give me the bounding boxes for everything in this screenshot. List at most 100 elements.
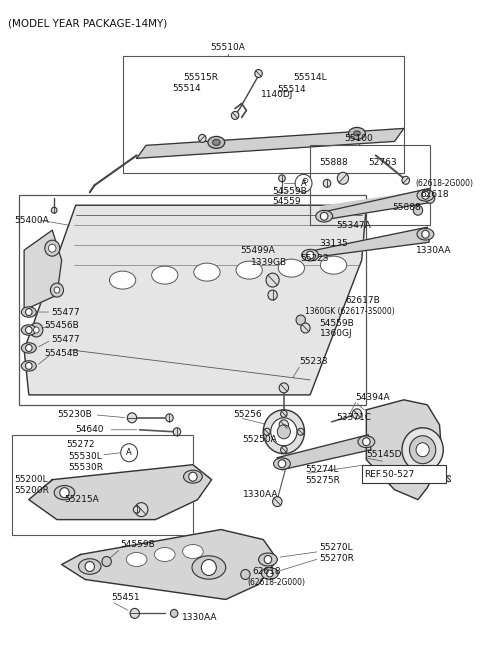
Text: 1360GK (62617-3S000): 1360GK (62617-3S000) [305, 306, 395, 316]
Text: 55454B: 55454B [44, 350, 78, 358]
Polygon shape [24, 205, 366, 395]
Ellipse shape [354, 131, 360, 136]
Text: 62617B: 62617B [346, 296, 381, 304]
Text: (62618-2G000): (62618-2G000) [415, 179, 473, 188]
Circle shape [50, 283, 63, 297]
Circle shape [301, 323, 310, 333]
Ellipse shape [358, 436, 375, 447]
Ellipse shape [278, 259, 304, 277]
Text: 1330AA: 1330AA [181, 613, 217, 622]
Text: 55275R: 55275R [305, 476, 340, 485]
Text: 55477: 55477 [51, 335, 80, 344]
Circle shape [337, 173, 348, 184]
Circle shape [127, 413, 137, 423]
Circle shape [25, 308, 32, 316]
Circle shape [298, 428, 304, 436]
Text: 1330AA: 1330AA [242, 490, 278, 499]
Text: A: A [126, 448, 132, 457]
Circle shape [281, 446, 287, 453]
Circle shape [273, 497, 282, 506]
Text: (MODEL YEAR PACKAGE-14MY): (MODEL YEAR PACKAGE-14MY) [8, 18, 168, 29]
Text: 55477: 55477 [51, 308, 80, 317]
Ellipse shape [348, 127, 365, 140]
Ellipse shape [192, 556, 226, 579]
Circle shape [425, 194, 435, 203]
Circle shape [295, 174, 312, 192]
Circle shape [362, 438, 370, 445]
Text: 55510A: 55510A [210, 43, 245, 52]
Circle shape [266, 273, 279, 287]
Text: 54559: 54559 [273, 197, 301, 206]
Circle shape [422, 192, 429, 199]
Polygon shape [61, 529, 277, 600]
Circle shape [279, 383, 288, 393]
Circle shape [170, 609, 178, 617]
Text: 55223: 55223 [301, 254, 329, 262]
Text: 55250A: 55250A [242, 436, 277, 444]
Circle shape [306, 251, 314, 259]
Text: 55100: 55100 [345, 134, 373, 143]
Text: 54640: 54640 [76, 425, 104, 434]
Text: 1339GB: 1339GB [251, 258, 287, 266]
Bar [12, 435, 193, 535]
Circle shape [409, 436, 436, 464]
Ellipse shape [21, 343, 36, 353]
Ellipse shape [213, 140, 220, 146]
Circle shape [279, 175, 285, 182]
Text: 55200R: 55200R [14, 486, 48, 495]
Text: 54559B: 54559B [320, 319, 354, 327]
Ellipse shape [54, 485, 75, 500]
Ellipse shape [21, 307, 36, 318]
Text: 55274L: 55274L [305, 465, 339, 474]
Circle shape [189, 472, 197, 481]
Circle shape [255, 70, 262, 77]
Text: 55451: 55451 [111, 593, 140, 602]
Circle shape [231, 112, 239, 119]
Text: 55888: 55888 [320, 158, 348, 167]
Text: 1330AA: 1330AA [416, 245, 452, 255]
Text: 54559B: 54559B [120, 540, 156, 549]
Polygon shape [24, 230, 61, 310]
Circle shape [268, 290, 277, 300]
Text: 55499A: 55499A [240, 245, 275, 255]
Circle shape [323, 179, 331, 188]
Circle shape [60, 487, 69, 498]
Ellipse shape [183, 470, 202, 483]
Ellipse shape [259, 553, 277, 566]
Circle shape [279, 420, 288, 430]
Circle shape [402, 428, 443, 472]
Circle shape [296, 315, 305, 325]
Ellipse shape [21, 325, 36, 335]
Polygon shape [137, 129, 404, 158]
Ellipse shape [109, 271, 136, 289]
Circle shape [422, 230, 429, 238]
Circle shape [25, 362, 32, 369]
Circle shape [402, 176, 409, 184]
Polygon shape [366, 400, 442, 500]
Ellipse shape [152, 266, 178, 284]
Circle shape [266, 570, 273, 577]
Text: 55200L: 55200L [14, 475, 48, 484]
Text: 52763: 52763 [368, 158, 397, 167]
Ellipse shape [182, 544, 203, 558]
Text: 33135: 33135 [320, 239, 348, 248]
Polygon shape [318, 188, 432, 220]
Circle shape [241, 569, 250, 579]
Ellipse shape [316, 211, 333, 222]
Ellipse shape [208, 136, 225, 148]
Text: 55233: 55233 [299, 358, 327, 367]
Text: 55270L: 55270L [320, 543, 353, 552]
Text: 55888: 55888 [393, 203, 421, 212]
Text: 55515R: 55515R [183, 73, 218, 82]
Ellipse shape [21, 361, 36, 371]
Ellipse shape [261, 567, 278, 579]
Ellipse shape [417, 228, 434, 240]
Circle shape [446, 476, 452, 482]
Circle shape [45, 240, 60, 256]
Text: 55272: 55272 [66, 440, 95, 449]
Text: 1360GJ: 1360GJ [320, 329, 352, 338]
Circle shape [264, 556, 272, 564]
Text: (62618-2G000): (62618-2G000) [247, 578, 305, 587]
Circle shape [85, 562, 95, 571]
Ellipse shape [194, 263, 220, 281]
